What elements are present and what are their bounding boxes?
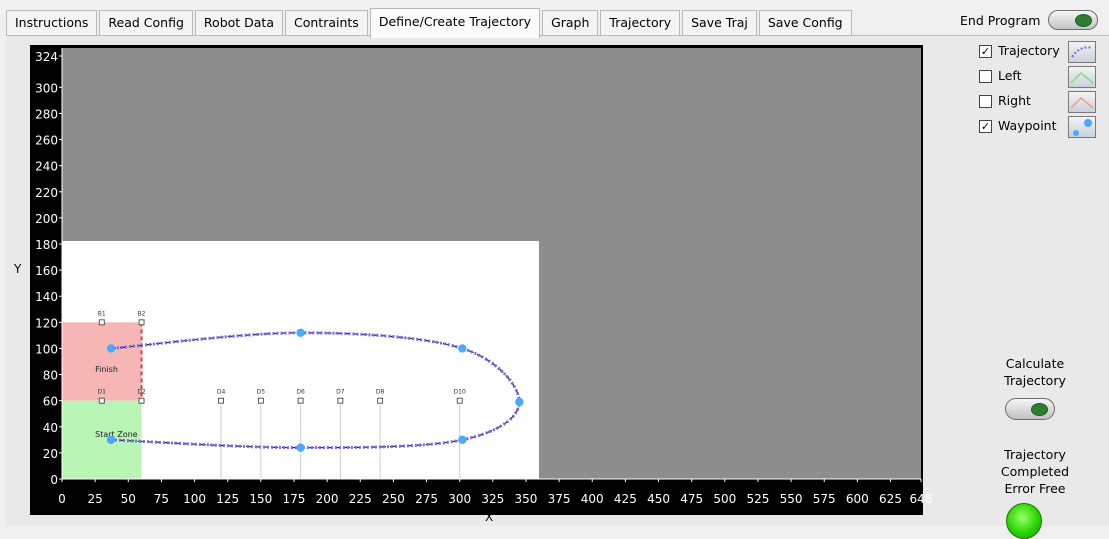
status-led-indicator <box>1006 503 1042 539</box>
status-label: Trajectory Completed Error Free <box>1000 447 1070 496</box>
left-swatch-icon[interactable] <box>1068 66 1096 88</box>
tab-strip: Instructions Read Config Robot Data Cont… <box>6 8 854 38</box>
waypoint-swatch-glyph <box>1073 119 1092 136</box>
legend-label-trajectory: Trajectory <box>998 43 1060 58</box>
tab-contraints[interactable]: Contraints <box>285 10 368 35</box>
field-map-image <box>62 241 539 479</box>
tab-instructions[interactable]: Instructions <box>6 10 98 35</box>
trajectory-swatch-icon[interactable] <box>1068 41 1096 63</box>
legend-item-trajectory: ✓ Trajectory <box>979 41 1099 68</box>
right-swatch-glyph <box>1070 96 1094 109</box>
x-axis-label: X <box>485 510 494 524</box>
calculate-trajectory-button[interactable] <box>1005 398 1055 420</box>
tab-graph[interactable]: Graph <box>542 10 599 35</box>
left-checkbox[interactable] <box>979 70 992 83</box>
legend-label-left: Left <box>998 68 1022 83</box>
tab-read-config[interactable]: Read Config <box>99 10 193 35</box>
trajectory-checkbox[interactable]: ✓ <box>979 45 992 58</box>
end-program-label: End Program <box>960 12 1041 28</box>
end-program-button[interactable] <box>1048 10 1099 30</box>
legend-item-waypoint: ✓ Waypoint <box>979 116 1099 143</box>
y-axis-label: Y <box>14 262 22 276</box>
end-program-control: End Program <box>960 10 1099 30</box>
trajectory-swatch-glyph <box>1071 46 1093 58</box>
legend-label-waypoint: Waypoint <box>998 118 1057 133</box>
tab-save-traj[interactable]: Save Traj <box>682 10 757 35</box>
right-checkbox[interactable] <box>979 95 992 108</box>
legend-item-right: Right <box>979 91 1099 118</box>
legend-item-left: Left <box>979 66 1099 93</box>
waypoint-checkbox[interactable]: ✓ <box>979 120 992 133</box>
tab-save-config[interactable]: Save Config <box>758 10 852 35</box>
tab-trajectory[interactable]: Trajectory <box>600 10 681 35</box>
calculate-trajectory-label: Calculate Trajectory <box>1004 356 1066 388</box>
tab-define-create-trajectory[interactable]: Define/Create Trajectory <box>369 8 541 38</box>
right-swatch-icon[interactable] <box>1068 91 1096 113</box>
left-swatch-glyph <box>1070 71 1094 84</box>
legend-label-right: Right <box>998 93 1031 108</box>
tab-bar: Instructions Read Config Robot Data Cont… <box>0 0 1109 38</box>
tab-robot-data[interactable]: Robot Data <box>194 10 283 35</box>
waypoint-swatch-icon[interactable] <box>1068 116 1096 138</box>
plot-legend: ✓ Trajectory Left Right ✓ Waypoint <box>979 41 1099 143</box>
